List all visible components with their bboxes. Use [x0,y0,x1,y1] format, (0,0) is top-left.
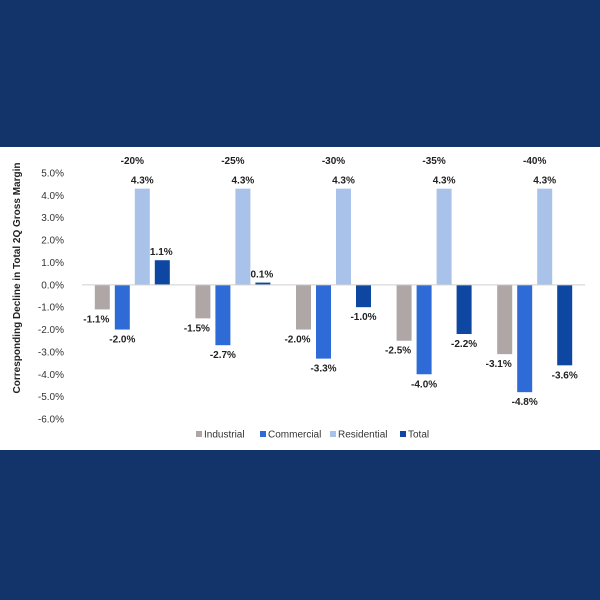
bar-residential [537,188,553,285]
bar-residential [336,188,351,285]
y-tick-label: 5.0% [41,169,64,180]
bar-residential [436,188,452,285]
data-label: -3.1% [486,359,512,370]
data-label: -2.0% [284,335,310,346]
data-label: 4.3% [433,176,456,187]
category-labels: -20% -25% -30% -35% -40% [121,156,547,167]
bar-industrial [94,284,110,310]
bar-industrial [296,284,311,330]
bar-chart: Corresponding Decline in Total 2Q Gross … [12,156,585,441]
bar-commercial [517,284,533,393]
legend: Industrial Commercial Residential Total [196,430,429,441]
category-label: -35% [422,156,445,167]
bar-commercial [316,284,331,359]
data-label: -4.0% [411,379,437,390]
data-label: 1.1% [150,247,173,258]
data-label: 4.3% [131,176,154,187]
y-tick-label: -1.0% [38,303,64,314]
bar-commercial [215,284,231,346]
bar-industrial [396,284,412,341]
data-label: 0.1% [251,270,274,281]
bar-commercial [114,284,130,330]
legend-swatch [196,431,202,437]
bars [94,188,573,393]
data-label: -2.0% [109,335,135,346]
legend-swatch [400,431,406,437]
category-label: -20% [121,156,144,167]
y-tick-label: -4.0% [38,370,64,381]
category-label: -30% [322,156,345,167]
bar-commercial [416,284,432,375]
y-tick-label: -6.0% [38,415,64,426]
y-tick-label: 0.0% [41,280,64,291]
bar-total [356,284,371,308]
bar-industrial [195,284,211,319]
legend-label: Industrial [204,430,245,441]
data-label: 4.3% [533,176,556,187]
data-labels: -1.1%-2.0%4.3%1.1%-1.5%-2.7%4.3%0.1%-2.0… [83,176,578,409]
bar-total [255,282,271,285]
bar-industrial [497,284,513,355]
data-label: -2.7% [210,350,236,361]
legend-label: Commercial [268,430,321,441]
y-tick-label: 4.0% [41,191,64,202]
data-label: -4.8% [512,397,538,408]
bar-total [456,284,472,335]
data-label: -1.5% [184,323,210,334]
legend-swatch [330,431,336,437]
y-tick-label: 3.0% [41,213,64,224]
y-tick-label: 1.0% [41,258,64,269]
data-label: -2.2% [451,339,477,350]
category-label: -40% [523,156,546,167]
y-tick-labels: -6.0% -5.0% -4.0% -3.0% -2.0% -1.0% 0.0% 1.0% 2.… [38,169,64,426]
bar-total [154,260,170,285]
data-label: -1.0% [350,312,376,323]
y-tick-label: -3.0% [38,347,64,358]
legend-label: Residential [338,430,387,441]
data-label: -1.1% [83,314,109,325]
bar-residential [134,188,150,285]
data-label: -3.6% [552,370,578,381]
data-label: 4.3% [332,176,355,187]
category-label: -25% [221,156,244,167]
data-label: -2.5% [385,346,411,357]
y-tick-label: -2.0% [38,325,64,336]
chart-panel: Corresponding Decline in Total 2Q Gross … [0,147,600,450]
bar-total [557,284,573,366]
legend-swatch [260,431,266,437]
bar-residential [235,188,251,285]
data-label: -3.3% [310,364,336,375]
y-axis-label: Corresponding Decline in Total 2Q Gross … [12,163,23,394]
y-tick-label: 2.0% [41,236,64,247]
legend-label: Total [408,430,429,441]
data-label: 4.3% [232,176,255,187]
y-tick-label: -5.0% [38,392,64,403]
